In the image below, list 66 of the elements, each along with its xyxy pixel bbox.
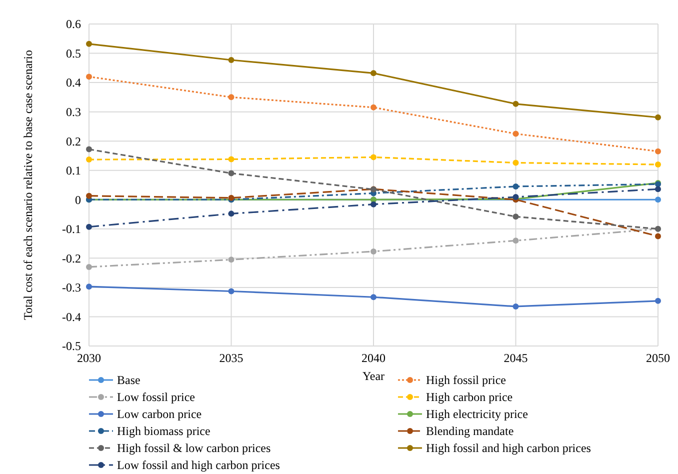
x-tick-label: 2030 (77, 351, 101, 365)
point (655, 196, 661, 203)
point (86, 74, 92, 80)
point (512, 214, 519, 220)
x-axis-title: Year (362, 369, 385, 383)
legend-label: Base (117, 373, 140, 388)
y-tick-label: -0.3 (62, 280, 81, 295)
point (228, 256, 234, 263)
point (228, 170, 234, 176)
legend-label: Low fossil and high carbon prices (117, 458, 280, 472)
point (370, 70, 376, 76)
y-tick-label: -0.2 (62, 251, 81, 266)
point (228, 57, 234, 64)
y-tick-label: -0.4 (62, 310, 81, 324)
point (228, 210, 234, 217)
point (512, 194, 519, 200)
point (86, 284, 92, 290)
x-tick-label: 2045 (504, 351, 528, 365)
point (512, 130, 519, 137)
point (512, 183, 519, 190)
legend-label: High fossil and high carbon prices (426, 441, 592, 456)
point (228, 288, 234, 294)
point (86, 264, 92, 270)
y-tick-label: 0 (75, 192, 81, 207)
y-tick-label: 0.1 (66, 164, 81, 178)
y-tick-label: 0.5 (66, 46, 81, 60)
y-tick-label: 0.4 (66, 76, 81, 90)
legend-label: Blending mandate (426, 424, 514, 438)
point (512, 238, 519, 244)
point (86, 146, 92, 152)
point (228, 156, 234, 162)
point (655, 148, 661, 154)
point (655, 233, 661, 240)
point (86, 224, 92, 230)
x-tick-label: 2050 (646, 351, 670, 365)
point (370, 248, 376, 254)
legend-label: Low fossil price (117, 390, 195, 404)
legend-label: High fossil price (426, 373, 506, 388)
point (655, 114, 661, 120)
x-tick-label: 2040 (362, 351, 386, 365)
point (370, 104, 376, 110)
y-tick-label: -0.1 (62, 222, 81, 236)
point (512, 303, 519, 310)
x-tick-label: 2035 (219, 351, 244, 365)
legend-label: High biomass price (117, 424, 210, 438)
point (86, 40, 92, 47)
point (228, 94, 234, 100)
point (86, 192, 92, 199)
legend-label: High fossil & low carbon prices (117, 441, 271, 456)
y-tick-label: 0.3 (66, 105, 81, 120)
point (655, 186, 661, 192)
legend-label: Low carbon price (117, 407, 202, 422)
y-axis-title: Total cost of each scenario relative to base case scenario (21, 50, 35, 320)
point (655, 298, 661, 304)
y-tick-label: 0.2 (66, 134, 81, 148)
point (370, 201, 376, 208)
point (86, 156, 92, 163)
y-tick-label: -0.5 (62, 339, 81, 354)
legend-label: High carbon price (426, 390, 513, 404)
point (512, 160, 519, 166)
point (370, 154, 376, 160)
point (655, 162, 661, 168)
point (512, 100, 519, 107)
y-tick-label: 0.6 (66, 17, 81, 32)
point (370, 294, 376, 300)
legend-label: High electricity price (426, 407, 528, 422)
